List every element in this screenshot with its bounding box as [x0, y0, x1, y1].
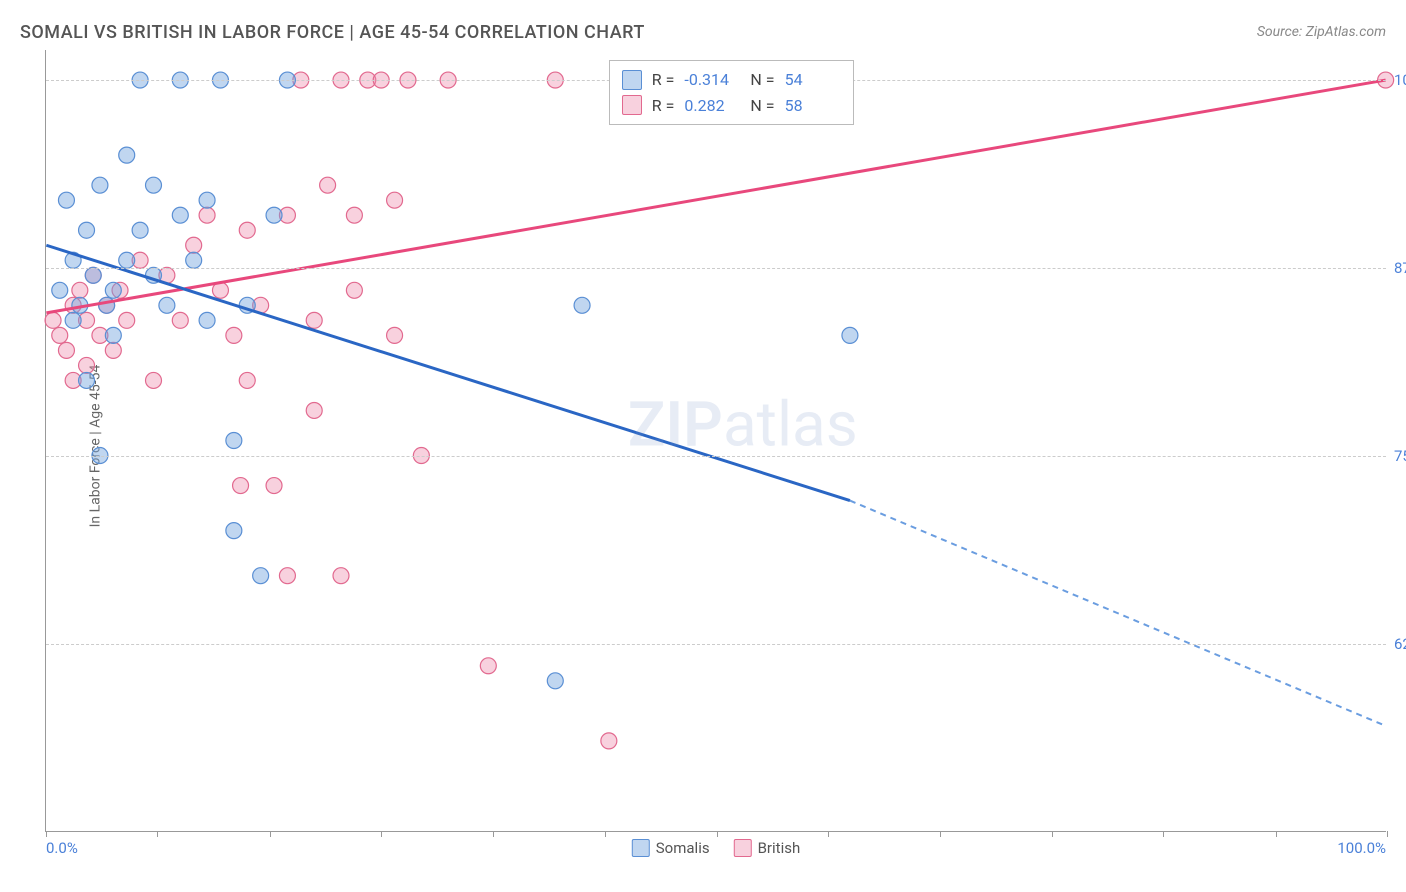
grid-line [46, 644, 1386, 645]
stats-r-val-somalis: -0.314 [684, 67, 740, 93]
grid-line [46, 268, 1386, 269]
stats-r-val-british: 0.282 [684, 93, 740, 119]
y-tick-label: 62.5% [1394, 635, 1406, 653]
legend-label-british: British [758, 839, 801, 857]
stats-swatch-somalis [622, 70, 642, 90]
x-axis-max-label: 100.0% [1337, 839, 1386, 857]
stats-n-label: N = [750, 67, 774, 93]
legend-item-british: British [734, 839, 801, 857]
x-tick [1276, 831, 1277, 837]
y-tick-label: 87.5% [1394, 259, 1406, 277]
stats-box: R = -0.314 N = 54 R = 0.282 N = 58 [609, 60, 854, 125]
x-tick [1052, 831, 1053, 837]
stats-row-british: R = 0.282 N = 58 [622, 93, 841, 119]
x-tick [717, 831, 718, 837]
legend-label-somalis: Somalis [656, 839, 710, 857]
legend-item-somalis: Somalis [632, 839, 710, 857]
stats-n-val-british: 58 [785, 93, 841, 119]
x-axis-min-label: 0.0% [46, 839, 78, 857]
stats-r-label: R = [652, 67, 675, 93]
stats-n-label2: N = [750, 93, 774, 119]
y-tick-label: 75.0% [1394, 447, 1406, 465]
x-tick [157, 831, 158, 837]
chart-plot-area: ZIPatlas R = -0.314 N = 54 R = 0.282 N =… [45, 50, 1386, 832]
x-tick [1387, 831, 1388, 837]
stats-swatch-british [622, 95, 642, 115]
chart-svg [46, 50, 1386, 831]
grid-line [46, 456, 1386, 457]
chart-title: SOMALI VS BRITISH IN LABOR FORCE | AGE 4… [20, 22, 645, 43]
legend-swatch-british [734, 839, 752, 857]
x-tick [605, 831, 606, 837]
legend-swatch-somalis [632, 839, 650, 857]
stats-r-label2: R = [652, 93, 675, 119]
y-tick-label: 100.0% [1394, 71, 1406, 89]
x-tick [46, 831, 47, 837]
x-tick [270, 831, 271, 837]
source-label: Source: ZipAtlas.com [1257, 24, 1386, 40]
x-tick [381, 831, 382, 837]
stats-row-somalis: R = -0.314 N = 54 [622, 67, 841, 93]
x-tick [1163, 831, 1164, 837]
stats-n-val-somalis: 54 [785, 67, 841, 93]
x-tick [940, 831, 941, 837]
legend: Somalis British [632, 839, 800, 857]
x-tick [493, 831, 494, 837]
x-tick [828, 831, 829, 837]
